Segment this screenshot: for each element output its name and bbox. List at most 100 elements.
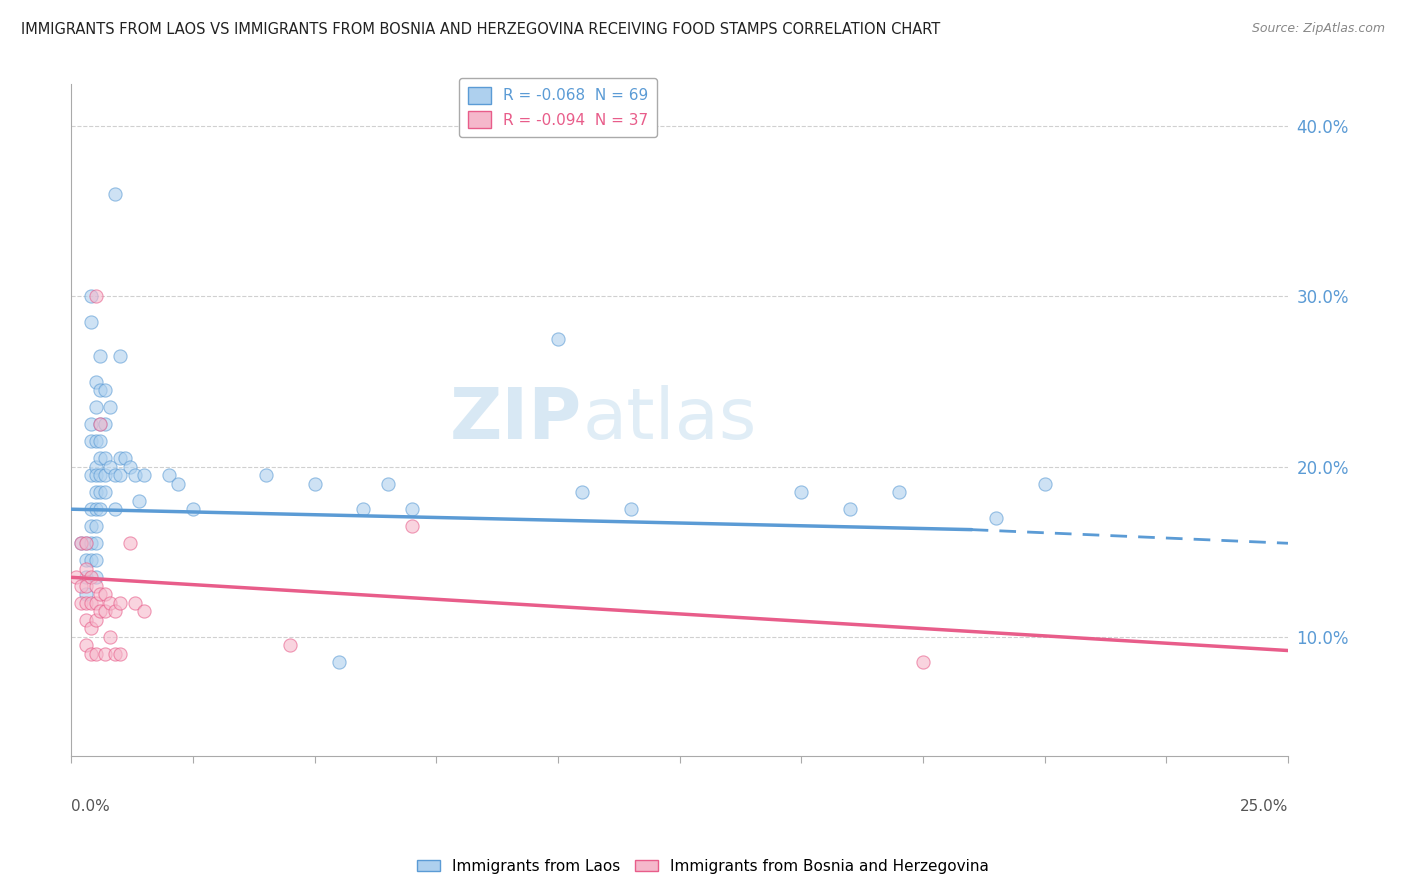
Point [94,417,117,431]
Point [89,502,111,516]
Point [70,536,93,550]
Point [75,570,97,584]
Point [104,468,127,483]
Point [89,349,111,363]
Text: 0.0%: 0.0% [72,798,110,814]
Point [304,476,326,491]
Point [984,510,1007,524]
Point [108,596,131,610]
Point [89,417,111,431]
Point [84,570,107,584]
Point [80,417,103,431]
Point [80,596,103,610]
Point [75,639,97,653]
Point [118,459,141,474]
Point [1033,476,1056,491]
Point [89,451,111,466]
Legend: R = -0.068  N = 69, R = -0.094  N = 37: R = -0.068 N = 69, R = -0.094 N = 37 [458,78,657,137]
Point [70,596,93,610]
Text: Source: ZipAtlas.com: Source: ZipAtlas.com [1251,22,1385,36]
Point [98,400,121,414]
Point [790,485,813,500]
Point [94,468,117,483]
Point [75,562,97,576]
Text: atlas: atlas [582,385,756,454]
Point [75,587,97,601]
Point [620,502,643,516]
Point [108,468,131,483]
Point [108,451,131,466]
Point [328,656,350,670]
Point [352,502,374,516]
Point [94,604,117,618]
Point [887,485,910,500]
Point [84,613,107,627]
Point [167,476,190,491]
Point [80,468,103,483]
Point [89,468,111,483]
Point [108,647,131,661]
Point [89,383,111,397]
Point [98,596,121,610]
Point [75,579,97,593]
Point [65,570,87,584]
Point [80,519,103,533]
Point [401,502,423,516]
Point [124,596,146,610]
Point [89,417,111,431]
Point [118,536,141,550]
Point [181,502,204,516]
Point [75,596,97,610]
Point [80,289,103,303]
Point [84,647,107,661]
Point [84,579,107,593]
Point [70,579,93,593]
Point [75,536,97,550]
Point [108,349,131,363]
Point [128,493,150,508]
Point [84,596,107,610]
Point [80,315,103,329]
Point [94,485,117,500]
Point [134,604,156,618]
Point [254,468,277,483]
Text: 25.0%: 25.0% [1240,798,1288,814]
Point [377,476,399,491]
Point [89,485,111,500]
Point [278,639,301,653]
Point [94,451,117,466]
Point [571,485,593,500]
Point [104,647,127,661]
Point [98,459,121,474]
Point [84,289,107,303]
Point [401,519,423,533]
Point [80,570,103,584]
Point [104,502,127,516]
Point [157,468,180,483]
Point [98,630,121,644]
Point [89,587,111,601]
Point [75,613,97,627]
Point [124,468,146,483]
Point [89,604,111,618]
Point [84,485,107,500]
Point [75,553,97,567]
Legend: Immigrants from Laos, Immigrants from Bosnia and Herzegovina: Immigrants from Laos, Immigrants from Bo… [411,853,995,880]
Point [94,587,117,601]
Point [80,553,103,567]
Point [80,536,103,550]
Point [114,451,136,466]
Point [134,468,156,483]
Text: ZIP: ZIP [450,385,582,454]
Point [80,621,103,635]
Point [70,536,93,550]
Point [84,434,107,449]
Point [94,383,117,397]
Point [80,502,103,516]
Point [84,536,107,550]
Point [839,502,862,516]
Point [547,332,569,346]
Point [84,553,107,567]
Point [84,502,107,516]
Point [89,434,111,449]
